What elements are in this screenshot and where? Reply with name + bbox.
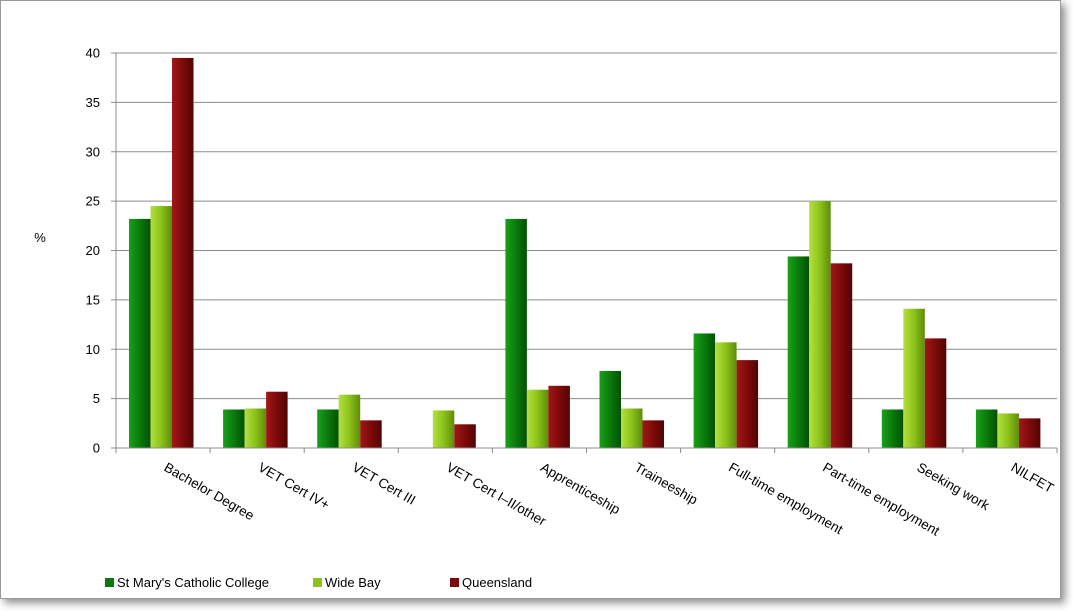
- y-axis-label: %: [34, 230, 46, 245]
- y-tick-label: 35: [86, 95, 100, 110]
- bar-st-mary-s-catholic-college: [505, 218, 527, 448]
- legend-swatch: [450, 578, 459, 587]
- bar-wide-bay: [432, 410, 455, 448]
- legend-swatch: [313, 578, 322, 587]
- bar-queensland: [548, 385, 570, 448]
- bar-wide-bay: [809, 201, 831, 448]
- bar-wide-bay: [903, 308, 925, 448]
- bar-st-mary-s-catholic-college: [129, 218, 151, 448]
- bar-queensland: [1018, 418, 1041, 448]
- bar-wide-bay: [526, 389, 549, 448]
- x-tick-label: Seeking work: [914, 460, 992, 514]
- legend: St Mary's Catholic College Wide Bay Queens…: [105, 575, 532, 590]
- bar-st-mary-s-catholic-college: [599, 370, 621, 448]
- y-tick-label: 30: [86, 144, 100, 159]
- y-tick-label: 40: [86, 46, 100, 61]
- legend-swatch: [105, 578, 114, 587]
- bar-wide-bay: [621, 408, 643, 448]
- y-tick-label: 0: [93, 441, 100, 456]
- y-tick-label: 20: [86, 243, 100, 258]
- bar-queensland: [830, 263, 853, 448]
- x-tick-label: Traineeship: [632, 460, 700, 508]
- bar-st-mary-s-catholic-college: [693, 333, 716, 448]
- x-tick-label: VET Cert III: [350, 460, 418, 508]
- bar-queensland: [454, 424, 476, 448]
- y-axis-ticks: 0 5 10 15 20 25 30 35 40: [86, 46, 116, 456]
- y-tick-label: 25: [86, 194, 100, 209]
- legend-label: Queensland: [462, 575, 532, 590]
- bar-st-mary-s-catholic-college: [881, 409, 904, 448]
- y-tick-label: 15: [86, 292, 100, 307]
- y-tick-label: 5: [93, 391, 100, 406]
- x-tick-label: VET Cert IV+: [256, 460, 333, 513]
- x-tick-label: VET Cert I–II/other: [444, 460, 549, 529]
- bar-wide-bay: [338, 394, 361, 448]
- bar-wide-bay: [715, 342, 737, 448]
- legend-label: Wide Bay: [325, 575, 381, 590]
- bar-wide-bay: [997, 413, 1019, 448]
- x-tick-label: NILFET: [1008, 460, 1056, 496]
- bar-queensland: [266, 391, 288, 448]
- bar-st-mary-s-catholic-college: [975, 409, 998, 448]
- bar-wide-bay: [150, 206, 172, 448]
- y-tick-label: 10: [86, 342, 100, 357]
- bar-queensland: [642, 420, 664, 448]
- bars: [129, 57, 1041, 448]
- bar-queensland: [924, 338, 947, 448]
- bar-queensland: [172, 57, 194, 448]
- bar-queensland: [360, 420, 382, 448]
- bar-queensland: [736, 360, 759, 448]
- x-tick-label: Bachelor Degree: [162, 460, 257, 524]
- legend-label: St Mary's Catholic College: [117, 575, 269, 590]
- bar-st-mary-s-catholic-college: [787, 256, 810, 448]
- bar-wide-bay: [244, 408, 267, 448]
- x-tick-label: Apprenticeship: [538, 460, 623, 518]
- bar-st-mary-s-catholic-college: [223, 409, 245, 448]
- bar-st-mary-s-catholic-college: [317, 409, 339, 448]
